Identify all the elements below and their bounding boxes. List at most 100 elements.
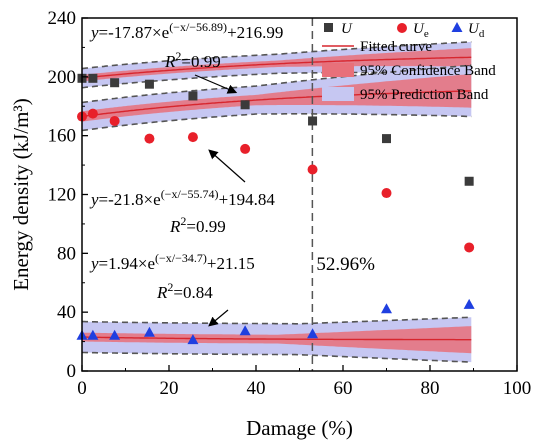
point-U [188, 91, 198, 101]
y-tick-label: 80 [57, 243, 76, 264]
equation-var: y [89, 23, 99, 42]
fit-curves-layer [82, 56, 472, 341]
r-squared-sup: 2 [175, 49, 181, 63]
r-squared-value: =0.84 [173, 283, 213, 302]
data-points-layer [76, 73, 475, 345]
point-U [88, 73, 98, 83]
equation-tail: +216.99 [227, 23, 283, 42]
equation-exponent: (−x/−34.7) [155, 251, 207, 265]
equation-var: y [89, 254, 99, 273]
legend-label-Ue: Ue [413, 21, 429, 40]
y-tick-label: 240 [48, 8, 77, 29]
point-U [240, 100, 250, 110]
r-squared-label: R [169, 217, 181, 236]
legend-marker-Ud [451, 22, 463, 32]
point-U [382, 134, 391, 144]
x-tick-label: 0 [77, 378, 87, 399]
legend-label-Ue-main: U [413, 21, 425, 37]
point-Ud [87, 329, 99, 340]
x-tick-label: 100 [503, 378, 532, 399]
legend-swatch-prediction [322, 87, 354, 101]
point-Ud [109, 329, 121, 340]
point-Ue [464, 242, 475, 253]
legend-marker-Ue [397, 23, 407, 33]
r-squared-value: =0.99 [186, 217, 225, 236]
legend-label-prediction: 95% Prediction Band [360, 87, 489, 103]
equation-var: y [89, 190, 99, 209]
point-Ud [239, 325, 251, 336]
fit-curve-Ud [82, 336, 472, 341]
x-tick-label: 40 [247, 378, 266, 399]
prediction-lower-Ud [82, 351, 472, 363]
equation-tail: +21.15 [207, 254, 255, 273]
legend-label-confidence: 95% Confidence Band [360, 63, 496, 79]
y-tick-label: 40 [57, 302, 76, 323]
threshold-label: 52.96% [316, 254, 375, 275]
equation-exponent: (−x/−55.74) [161, 187, 219, 201]
equation-body: =-21.8×e [99, 190, 161, 209]
fit-curve-U [82, 56, 472, 79]
point-Ue [187, 132, 198, 143]
legend-label-U: U [341, 21, 353, 37]
legend-label-U-main: U [341, 21, 353, 37]
prediction-upper-U [82, 41, 472, 70]
point-Ue [87, 108, 98, 119]
point-Ue [144, 133, 155, 144]
equation-body: =-17.87×e [99, 23, 170, 42]
r-squared-sup: 2 [180, 214, 186, 228]
equation-Ue: y=-21.8×e(−x/−55.74)+194.84 [89, 187, 275, 209]
legend-swatch-confidence [322, 63, 354, 77]
point-Ud [307, 328, 319, 339]
point-Ud [463, 298, 475, 309]
point-U [464, 176, 474, 186]
fit-curve-Ue [82, 90, 472, 118]
prediction-upper-Ud [82, 316, 472, 325]
legend-label-Ud-main: U [468, 21, 480, 37]
r-squared-U: R2=0.99 [164, 49, 221, 71]
equation-U: y=-17.87×e(−x/−56.89)+216.99 [89, 20, 283, 42]
r-squared-Ue: R2=0.99 [169, 214, 226, 236]
point-U [110, 78, 120, 88]
r-squared-label: R [164, 52, 176, 71]
legend-marker-U [324, 23, 333, 32]
point-Ue [381, 188, 392, 199]
r-squared-sup: 2 [167, 280, 173, 294]
equation-exponent: (−x/−56.89) [169, 20, 227, 34]
annotations-layer: y=-17.87×e(−x/−56.89)+216.99R2=0.99y=-21… [89, 20, 375, 327]
legend-label-Ud-sub: d [479, 28, 485, 40]
x-axis-title: Damage (%) [246, 416, 353, 440]
y-tick-label: 200 [48, 67, 77, 88]
r-squared-Ud: R2=0.84 [156, 280, 213, 302]
x-tick-label: 60 [334, 378, 353, 399]
point-U [144, 79, 154, 89]
point-Ud [187, 334, 199, 345]
point-Ue [307, 164, 318, 175]
point-Ud [143, 326, 155, 337]
confidence-band-U [82, 48, 472, 82]
r-squared-value: =0.99 [181, 52, 220, 71]
point-Ue [109, 115, 120, 126]
point-U [308, 116, 318, 126]
y-tick-label: 160 [48, 126, 77, 147]
legend-label-Ud: Ud [468, 21, 485, 40]
equation-arrow-Ud [208, 309, 229, 327]
x-tick-label: 20 [160, 378, 179, 399]
legend-label-fit: Fitted curve [360, 39, 432, 55]
point-Ud [381, 303, 392, 314]
equation-Ud: y=1.94×e(−x/−34.7)+21.15 [89, 251, 255, 273]
confidence-band-Ue [82, 74, 472, 122]
y-tick-label: 0 [67, 361, 77, 382]
equation-arrow-Ue [208, 149, 246, 183]
y-axis-title: Energy density (kJ/m³) [9, 98, 33, 291]
r-squared-label: R [156, 283, 168, 302]
bands-layer [82, 41, 472, 363]
y-tick-label: 120 [48, 185, 77, 206]
prediction-lower-Ue [82, 113, 472, 132]
prediction-upper-Ue [82, 64, 472, 104]
legend-label-Ue-sub: e [424, 28, 429, 40]
equation-body: =1.94×e [99, 254, 155, 273]
equation-tail: +194.84 [219, 190, 276, 209]
x-tick-label: 80 [421, 378, 440, 399]
